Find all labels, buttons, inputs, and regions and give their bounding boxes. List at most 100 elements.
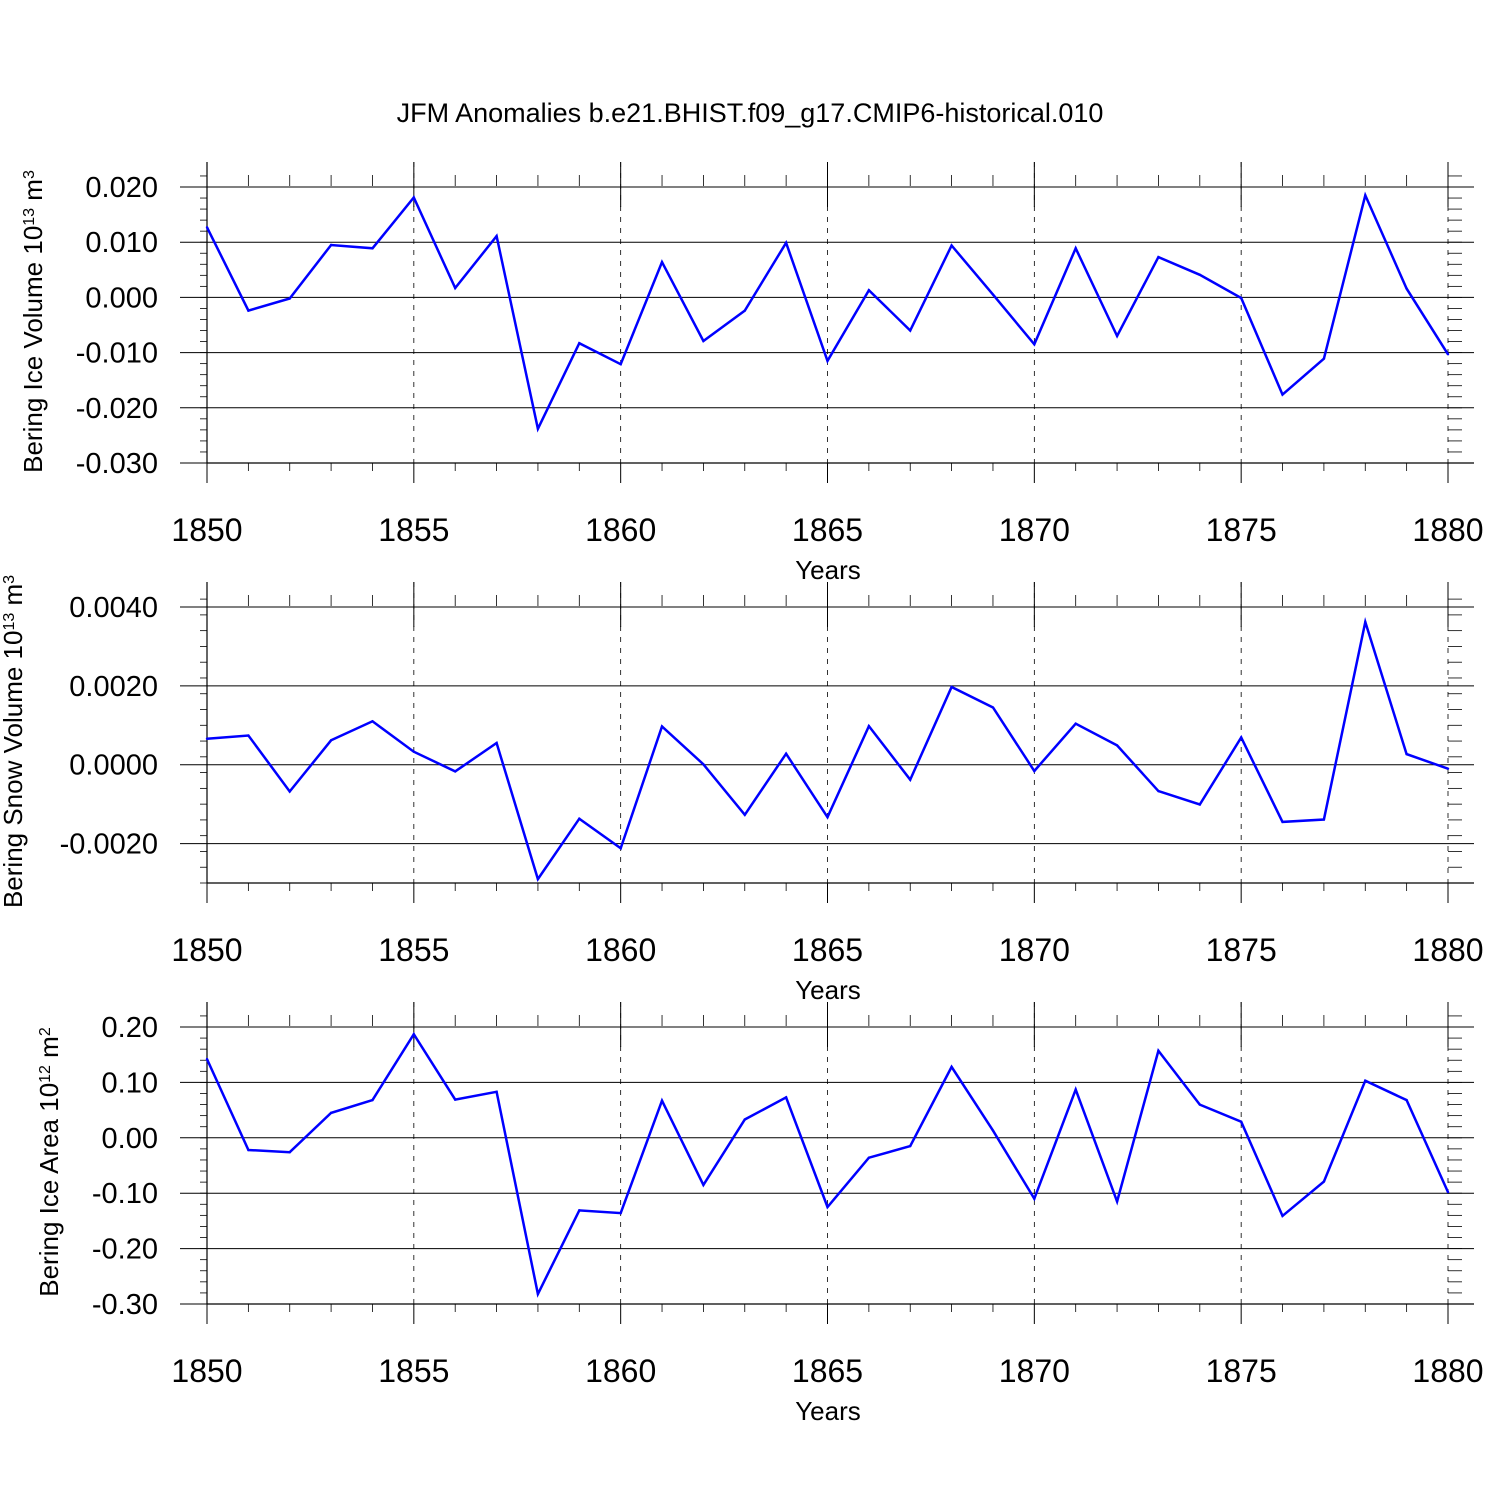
data-point	[1198, 803, 1202, 806]
data-point	[1446, 767, 1450, 770]
x-tick-label: 1850	[171, 1353, 242, 1389]
data-point	[1364, 194, 1367, 197]
data-point	[247, 309, 250, 312]
data-point	[1239, 736, 1243, 739]
data-point	[702, 763, 705, 766]
x-tick-label: 1860	[585, 512, 656, 548]
panel-1: -0.030 -0.020 -0.010 0.000 0.010 0.020 1850 185…	[18, 162, 1484, 585]
x-tick-label: 1880	[1412, 512, 1483, 548]
x-tick-label: 1860	[585, 1353, 656, 1389]
x-tick-label: 1880	[1412, 932, 1483, 968]
data-point	[619, 1211, 622, 1215]
data-point	[288, 1151, 291, 1154]
data-point	[1364, 1079, 1367, 1082]
data-point	[247, 734, 250, 737]
x-tick-label: 1875	[1206, 932, 1277, 968]
data-point	[288, 297, 291, 300]
y-tick-label: -0.020	[76, 393, 158, 425]
data-point	[1281, 393, 1284, 396]
y-axis-label: Bering Ice Volume 1013 m3	[18, 170, 48, 473]
data-point	[536, 877, 540, 881]
data-point	[909, 1144, 912, 1148]
y-tick-label: 0.020	[85, 172, 158, 204]
x-tick-label: 1870	[999, 932, 1070, 968]
data-point	[950, 244, 953, 247]
panel-2: -0.0020 0.0000 0.0020 0.0040 1850 1855 1860 186…	[0, 575, 1484, 1005]
data-point	[329, 243, 333, 247]
data-point	[1033, 769, 1036, 773]
y-tick-label: 0.20	[102, 1012, 158, 1044]
data-point	[1157, 1049, 1160, 1053]
data-point	[371, 1098, 374, 1102]
data-point	[1405, 1098, 1408, 1102]
data-point	[1405, 752, 1408, 756]
data-point	[1157, 789, 1160, 793]
x-tick-label: 1850	[171, 512, 242, 548]
x-tick-label: 1850	[171, 932, 242, 968]
x-axis-label: Years	[795, 975, 861, 1005]
data-point	[867, 724, 871, 728]
y-tick-label: 0.010	[85, 227, 158, 259]
data-point	[1115, 1200, 1119, 1203]
data-point	[329, 739, 333, 742]
data-point	[1074, 1088, 1077, 1091]
data-point	[702, 339, 705, 343]
x-tick-label: 1865	[792, 932, 863, 968]
x-tick-label: 1875	[1206, 512, 1277, 548]
data-point	[1322, 818, 1326, 821]
x-tick-label: 1880	[1412, 1353, 1483, 1389]
data-point	[495, 1090, 498, 1094]
data-point	[578, 1209, 581, 1212]
y-tick-label: 0.0000	[69, 750, 158, 782]
x-axis-label: Years	[795, 555, 861, 585]
data-point	[495, 741, 498, 745]
data-point	[1322, 357, 1326, 360]
y-tick-label: 0.000	[85, 282, 158, 314]
data-point	[702, 1183, 705, 1187]
data-point	[1198, 1103, 1202, 1106]
data-point	[205, 226, 209, 229]
data-point	[784, 752, 788, 755]
data-point	[743, 813, 746, 816]
data-point	[950, 1065, 953, 1069]
data-point	[784, 241, 788, 244]
y-axis-label: Bering Ice Area 1012 m2	[34, 1027, 64, 1297]
data-point	[867, 289, 871, 292]
data-point	[495, 234, 498, 238]
data-point	[1446, 353, 1450, 356]
y-tick-label: 0.0040	[69, 592, 158, 624]
y-axis-label: Bering Snow Volume 1013 m3	[0, 575, 28, 908]
data-point	[1364, 620, 1367, 624]
data-point	[1157, 255, 1160, 259]
data-point	[991, 706, 995, 709]
chart-title: JFM Anomalies b.e21.BHIST.f09_g17.CMIP6-…	[397, 98, 1104, 128]
data-point	[578, 342, 581, 345]
data-point	[826, 1205, 829, 1209]
x-tick-label: 1855	[378, 512, 449, 548]
x-tick-label: 1865	[792, 512, 863, 548]
data-point	[660, 1099, 664, 1102]
panel-3: -0.30 -0.20 -0.10 0.00 0.10 0.20 1850 1855 1860 1…	[34, 1002, 1484, 1426]
data-point	[1405, 287, 1408, 290]
data-point	[619, 847, 622, 850]
data-point	[205, 737, 209, 740]
data-point	[1239, 296, 1243, 300]
x-tick-label: 1870	[999, 512, 1070, 548]
data-point	[1446, 1190, 1450, 1194]
x-tick-label: 1860	[585, 932, 656, 968]
data-point	[536, 427, 540, 430]
x-axis-label: Years	[795, 1396, 861, 1426]
data-point	[247, 1148, 250, 1152]
data-point	[784, 1096, 788, 1099]
data-point	[536, 1292, 540, 1296]
data-point	[1033, 343, 1036, 346]
data-point	[660, 260, 664, 264]
y-tick-label: 0.10	[102, 1067, 158, 1099]
data-point	[909, 778, 912, 781]
data-point	[743, 1118, 746, 1121]
y-tick-label: 0.0020	[69, 671, 158, 703]
data-point	[991, 1129, 995, 1132]
y-tick-label: -0.010	[76, 338, 158, 370]
x-tick-label: 1855	[378, 932, 449, 968]
x-tick-label: 1855	[378, 1353, 449, 1389]
